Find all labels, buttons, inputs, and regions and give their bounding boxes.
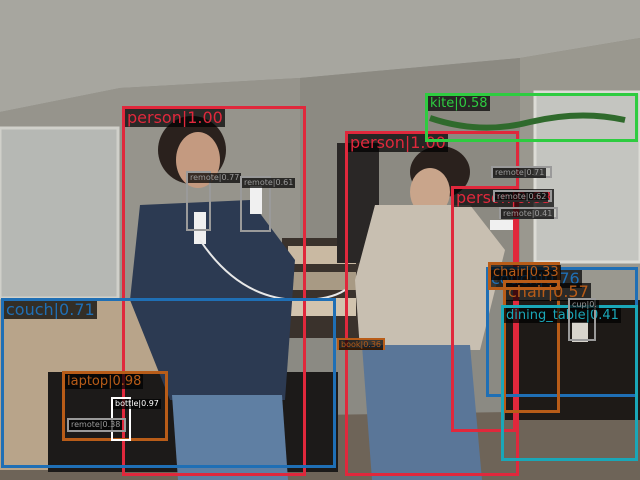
detection-box: laptop|0.98 [62, 371, 168, 441]
detection-label: laptop|0.98 [65, 374, 144, 389]
detection-label: person|1.00 [348, 133, 448, 152]
detection-box: remote|0.62 [493, 190, 552, 202]
person-left-jeans [172, 395, 288, 480]
left-window [0, 126, 120, 300]
detection-box: chair|0.33 [488, 262, 561, 290]
ceiling [0, 0, 640, 112]
cup-shape [572, 322, 588, 342]
wii-remote [250, 186, 262, 214]
detection-box: remote|0.61 [240, 176, 296, 232]
detection-label: remote|0.38 [69, 420, 123, 430]
detection-box: remote|0.41 [499, 207, 558, 219]
detection-box: dining_table|0.41 [501, 305, 638, 461]
person-right-face [410, 168, 450, 216]
detection-label: remote|0.41 [501, 209, 555, 219]
detection-box: remote|0.38 [67, 418, 126, 432]
detection-label: cup|0. [570, 300, 599, 310]
detection-label: person|1.00 [125, 108, 225, 127]
detection-box: couch|0.71 [1, 298, 336, 468]
detection-label: chair|0.33 [491, 265, 561, 280]
wii-remote [194, 212, 206, 244]
detection-box: remote|0.77 [186, 171, 242, 231]
detection-box: remote|0.71 [491, 166, 552, 178]
detection-box: person|1.00 [345, 131, 519, 476]
wii-remote [490, 220, 516, 230]
detection-box: book|0.36 [337, 338, 385, 350]
detection-label: bottle|0.97 [113, 399, 161, 409]
detection-label: remote|0.61 [242, 178, 296, 188]
detection-label: couch|0.71 [4, 300, 97, 319]
garland [429, 112, 626, 131]
detection-label: remote|0.71 [493, 168, 547, 178]
detection-label: dining_table|0.41 [504, 308, 621, 323]
detection-box: chair|0.57 [503, 280, 591, 413]
detection-box: kite|0.58 [425, 93, 638, 142]
detection-label: remote|0.62 [495, 192, 549, 202]
detection-box: person|1.00 [122, 106, 306, 476]
detection-label: kite|0.58 [428, 96, 490, 111]
detection-box: cup|0. [568, 298, 599, 341]
person-right-shirt [355, 205, 505, 350]
detection-label: remote|0.77 [188, 173, 242, 183]
detection-label: book|0.36 [339, 340, 384, 350]
